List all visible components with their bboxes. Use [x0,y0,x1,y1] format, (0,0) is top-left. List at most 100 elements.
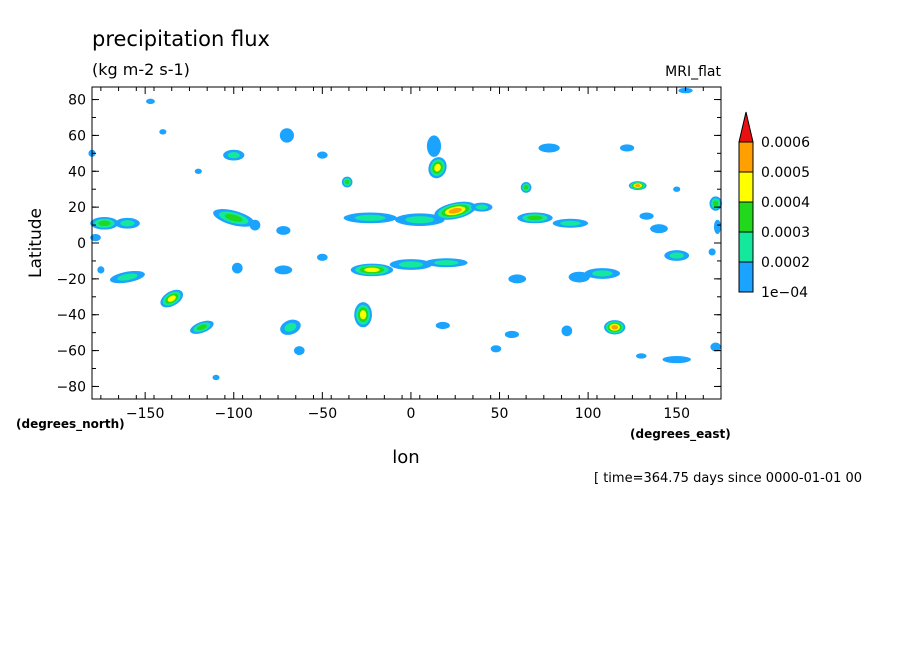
y-tick-label: −80 [56,379,86,395]
contour-level [231,262,243,274]
contour-feature [394,213,445,226]
x-tick-label: 0 [406,406,415,422]
contour-level [710,342,721,352]
contour-level [293,346,305,356]
contour-feature [350,263,394,277]
contour-level [490,345,502,353]
contour-level [475,204,488,210]
time-label: [ time=364.75 days since 0000-01-01 00 [594,471,862,486]
y-tick-label: −20 [56,272,86,288]
contour-feature [341,176,353,188]
contour-level [504,330,520,339]
contour-feature [90,217,119,230]
contour-level [98,220,111,226]
contour-feature [317,151,328,159]
contour-feature [517,212,553,224]
legend-label: 0.0004 [761,195,810,211]
contour-level [448,207,462,214]
contour-level [359,310,367,320]
contour-level [354,214,386,221]
contour-feature [620,144,635,152]
contour-feature [604,320,626,335]
contour-feature [561,325,573,337]
legend-swatch [738,261,754,293]
contour-level [120,220,135,227]
contour-level [344,179,350,185]
contour-level [669,252,684,259]
contour-level [224,214,243,222]
contour-feature [293,346,305,356]
contour-level [212,374,220,381]
legend-swatch [738,171,754,203]
contour-feature [90,234,101,242]
contour-feature [249,219,261,231]
contour-feature [710,342,721,352]
contour-feature [639,212,654,220]
contour-feature [231,262,243,274]
legend-swatch [738,231,754,263]
contour-feature [280,319,301,335]
contour-level [662,355,691,364]
contour-level [117,273,138,281]
x-axis-label: lon [392,447,419,468]
contour-feature [213,209,255,227]
contour-feature [354,302,372,328]
contour-feature [538,143,560,153]
model-label: MRI_flat [665,64,721,80]
contour-feature [212,374,220,381]
contour-feature [584,268,621,279]
contour-level [527,215,543,221]
contour-level [592,270,613,277]
contour-feature [274,265,293,275]
contour-level [276,225,291,235]
contour-feature [435,321,450,330]
contour-feature [708,248,716,256]
contour-feature [146,98,155,105]
y-axis-label: Latitude [26,208,46,278]
y-tick-label: 80 [68,93,86,109]
y-tick-label: −40 [56,308,86,324]
contour-level [159,129,167,135]
y-units-label: (degrees_north) [16,417,125,432]
contour-level [639,212,654,220]
x-tick-label: 150 [663,406,690,422]
legend-swatch [738,141,754,173]
contour-level [568,271,590,283]
contour-feature [504,330,520,339]
contour-feature [552,218,589,228]
contour-level [708,248,716,256]
chart-title: precipitation flux [92,27,270,51]
contour-level [249,219,261,231]
contour-feature [97,266,105,274]
contour-level [508,274,527,284]
contour-level [523,185,529,190]
x-axis: −150 −100 −50 0 50 100 150 [100,87,722,422]
contour-feature [159,129,167,135]
contour-level [364,267,380,273]
contour-feature [520,182,532,193]
contour-level [538,143,560,153]
y-tick-label: 40 [68,164,86,180]
chart-units: (kg m-2 s-1) [92,60,190,79]
contour-feature [389,259,433,270]
contour-level [561,325,573,337]
legend-label: 1e−04 [761,285,808,301]
contour-feature [194,168,202,174]
contour-feature [426,135,442,157]
contour-feature [664,250,690,261]
contour-feature [276,225,291,235]
color-legend: 1e−04 0.0002 0.0003 0.0004 0.0005 0.0006 [738,111,810,301]
legend-label: 0.0003 [761,225,810,241]
contour-level [560,220,581,226]
contour-level [673,186,681,192]
contour-feature [428,157,447,179]
contour-level [650,224,668,234]
contour-feature [662,355,691,364]
legend-swatch [738,201,754,233]
legend-label: 0.0005 [761,165,810,181]
contour-level [635,353,647,359]
contour-level [434,260,459,266]
contour-feature [490,345,502,353]
